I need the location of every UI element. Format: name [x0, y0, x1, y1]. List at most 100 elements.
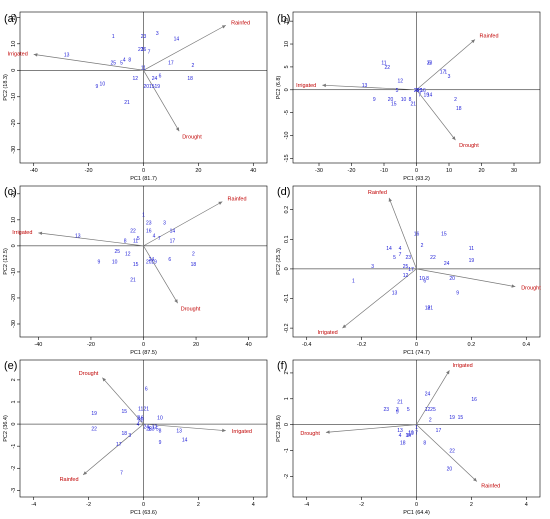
vector-arrowhead [325, 430, 330, 434]
vector-label: Irrigated [232, 429, 252, 435]
vector-label: Irrigated [12, 230, 32, 236]
y-tick-label: 0 [284, 423, 290, 426]
genotype-point: 19 [91, 411, 97, 417]
x-tick-label: 0.2 [468, 342, 476, 348]
x-tick-label: -30 [315, 168, 323, 174]
vector-arrowhead [322, 83, 326, 88]
genotype-point: 4 [123, 58, 126, 64]
panel-label: (a) [4, 13, 17, 25]
vector-arrow [322, 84, 417, 91]
genotype-point: 18 [187, 76, 193, 82]
genotype-point: 9 [95, 84, 98, 90]
genotype-point: 24 [152, 76, 158, 82]
genotype-point: 21 [397, 399, 403, 405]
genotype-point: 2 [192, 252, 195, 258]
y-tick-label: -15 [284, 154, 290, 162]
genotype-point: 8 [423, 441, 426, 447]
y-tick-label: 5 [284, 65, 290, 68]
genotype-point: 13 [392, 291, 398, 297]
genotype-point: 9 [373, 97, 376, 103]
vector-arrow [388, 197, 417, 270]
vector-label: Irrigated [453, 363, 473, 369]
genotype-point: 17 [440, 69, 446, 75]
x-tick-label: 4 [252, 502, 255, 508]
y-tick-label: -1 [284, 448, 290, 453]
y-tick-label: 10 [284, 41, 290, 47]
genotype-point: 10 [401, 97, 407, 103]
genotype-point: 16 [146, 228, 152, 234]
genotype-point: 5 [137, 236, 140, 242]
x-axis-label: PC1 (93.2) [403, 176, 430, 182]
vector-label: Rainfed [368, 190, 387, 196]
genotype-point: 7 [418, 92, 421, 98]
genotype-point: 22 [138, 47, 144, 53]
genotype-point: 1 [142, 213, 145, 219]
genotype-point: 13 [176, 429, 182, 435]
genotype-point: 6 [168, 257, 171, 263]
genotype-point: 15 [458, 415, 464, 421]
panel-label: (e) [4, 360, 17, 372]
y-axis-label: PC2 (35.6) [276, 415, 282, 442]
genotype-point: 20 [388, 97, 394, 103]
genotype-point: 5 [393, 255, 396, 261]
genotype-point: 11 [469, 246, 474, 252]
genotype-point: 1 [415, 425, 418, 431]
y-tick-label: 10 [11, 217, 17, 223]
genotype-point: 9 [396, 410, 399, 416]
vector-arrowhead [102, 377, 107, 382]
y-tick-label: 15 [284, 18, 290, 24]
genotype-point: 24 [425, 392, 431, 398]
genotype-point: 1 [148, 427, 151, 433]
y-tick-label: 0.2 [284, 206, 290, 214]
vector-label: Rainfed [60, 477, 79, 483]
genotype-point: 22 [430, 255, 436, 261]
y-tick-label: -1 [11, 444, 17, 449]
genotype-point: 8 [128, 58, 131, 64]
genotype-point: 17 [436, 428, 442, 434]
y-tick-label: -2 [284, 474, 290, 479]
vector-arrowhead [83, 471, 87, 475]
vector-label: Drought [300, 431, 320, 437]
genotype-point: 5 [156, 427, 159, 433]
vector-arrowhead [221, 25, 226, 29]
x-axis-label: PC1 (74.7) [403, 350, 430, 356]
genotype-point: 1 [112, 34, 115, 40]
x-tick-label: 40 [246, 342, 252, 348]
genotype-point: 13 [64, 52, 70, 58]
genotype-point: 7 [148, 50, 151, 56]
vector-label: Rainfed [231, 20, 250, 26]
y-tick-label: -3 [11, 488, 17, 493]
genotype-point: 4 [399, 246, 402, 252]
genotype-point: 22 [384, 65, 390, 71]
genotype-point: 21 [427, 305, 433, 311]
biplot-panel: (d) -0.4 -0.2 0 0.2 0.4 -0.2 -0.1 0 0.1 0.2 PC1 (74… [276, 185, 541, 356]
vector-arrowhead [33, 53, 38, 57]
genotype-point: 1 [352, 279, 355, 285]
genotype-point: 25 [417, 88, 423, 94]
genotype-point: 14 [405, 433, 411, 439]
x-axis-label: PC1 (81.7) [130, 176, 157, 182]
genotype-point: 3 [128, 433, 131, 439]
genotype-point: 23 [141, 34, 147, 40]
vector-arrow [416, 39, 476, 91]
genotype-point: 11 [133, 239, 138, 245]
y-tick-label: 1 [284, 397, 290, 400]
vector-label: Drought [181, 306, 201, 312]
x-tick-label: 0 [142, 502, 145, 508]
genotype-point: 15 [133, 262, 139, 268]
vector-arrowhead [174, 299, 178, 304]
y-tick-label: -5 [284, 110, 290, 115]
genotype-point: 17 [168, 60, 174, 66]
vector-arrowhead [222, 428, 226, 433]
x-tick-label: 30 [511, 168, 517, 174]
x-tick-label: -2 [359, 502, 364, 508]
genotype-point: 16 [471, 397, 477, 403]
vector-arrow [143, 423, 226, 432]
genotype-point: 23 [146, 220, 152, 226]
y-tick-label: -30 [11, 146, 17, 154]
genotype-point: 9 [456, 291, 459, 297]
genotype-point: 12 [425, 407, 431, 413]
genotype-point: 3 [156, 31, 159, 37]
genotype-point: 7 [399, 252, 402, 258]
